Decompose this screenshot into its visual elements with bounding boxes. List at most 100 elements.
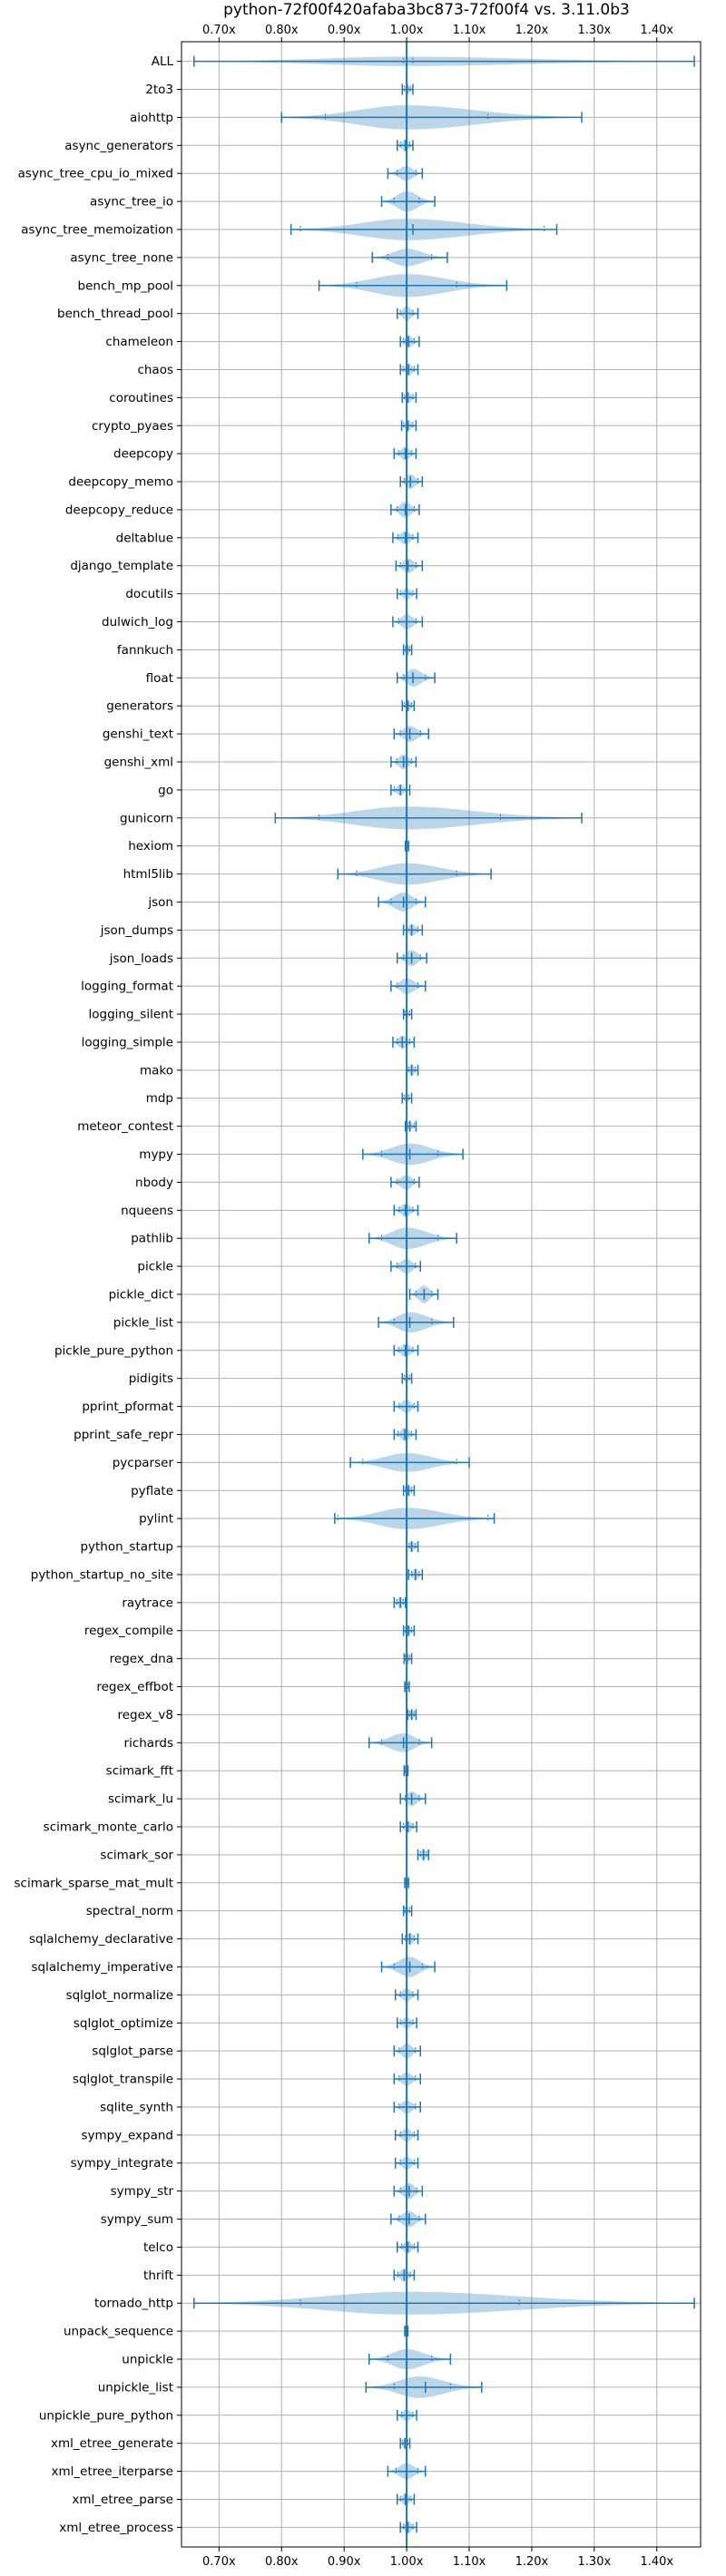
category-label: sqlalchemy_imperative: [32, 1960, 174, 1975]
category-label: pidigits: [129, 1371, 173, 1386]
category-label: hexiom: [128, 839, 173, 854]
category-label: float: [146, 671, 173, 686]
category-label: pickle_list: [113, 1315, 173, 1330]
category-label: raytrace: [122, 1595, 173, 1610]
category-label: spectral_norm: [86, 1904, 173, 1918]
x-tick-label-top: 1.20x: [515, 24, 549, 37]
x-tick-label-top: 1.40x: [640, 24, 673, 37]
category-label: unpack_sequence: [64, 2325, 173, 2339]
category-label: deepcopy_reduce: [65, 503, 173, 517]
category-label: 2to3: [145, 83, 173, 97]
x-tick-label-bottom: 1.10x: [453, 2555, 486, 2569]
category-label: sqlglot_optimize: [74, 2016, 173, 2031]
category-label: crypto_pyaes: [92, 419, 173, 434]
category-label: dulwich_log: [102, 615, 173, 629]
category-label: pickle_pure_python: [54, 1343, 173, 1358]
category-label-layer: ALL 2to3 aiohttp async_generators async_tree…: [15, 54, 174, 2535]
chart-title: python-72f00f420afaba3bc873-72f00f4 vs. …: [223, 1, 630, 19]
category-label: unpickle_pure_python: [39, 2408, 173, 2423]
category-label: gunicorn: [120, 811, 173, 825]
x-tick-label-top: 0.70x: [202, 24, 236, 37]
category-label: html5lib: [123, 867, 173, 882]
x-tick-label-top: 1.00x: [390, 24, 424, 37]
category-label: sqlite_synth: [100, 2100, 173, 2114]
category-label: mypy: [139, 1147, 173, 1162]
x-tick-label-bottom: 0.80x: [265, 2555, 299, 2569]
category-label: genshi_text: [103, 727, 173, 742]
x-tick-label-bottom: 1.30x: [578, 2555, 612, 2569]
category-label: pprint_safe_repr: [74, 1428, 173, 1442]
category-label: deepcopy: [113, 447, 173, 462]
category-label: aiohttp: [130, 111, 173, 125]
category-label: deepcopy_memo: [68, 475, 173, 490]
tick-layer: 0.70x 0.70x 0.80x 0.80x 0.90x 0.90x 1.00x 1.00x…: [177, 24, 673, 2569]
category-label: docutils: [125, 587, 173, 601]
category-label: go: [158, 783, 173, 797]
category-label: nqueens: [121, 1204, 173, 1218]
category-label: scimark_fft: [106, 1764, 173, 1779]
category-label: pickle: [137, 1260, 173, 1274]
category-label: pickle_dict: [109, 1288, 173, 1303]
category-label: deltablue: [116, 531, 173, 545]
category-label: python_startup: [80, 1540, 173, 1555]
category-label: logging_simple: [82, 1035, 173, 1049]
category-label: unpickle_list: [98, 2380, 173, 2395]
category-label: pathlib: [131, 1232, 173, 1246]
category-label: sqlglot_transpile: [73, 2073, 173, 2087]
category-label: tornado_http: [94, 2297, 173, 2311]
category-label: xml_etree_iterparse: [52, 2464, 174, 2479]
category-label: generators: [106, 699, 173, 714]
category-label: pprint_pformat: [82, 1400, 173, 1414]
x-tick-label-bottom: 0.90x: [328, 2555, 361, 2569]
x-tick-label-top: 0.80x: [265, 24, 299, 37]
category-label: async_generators: [64, 139, 173, 153]
category-label: async_tree_cpu_io_mixed: [18, 167, 173, 181]
category-label: python_startup_no_site: [31, 1567, 173, 1582]
category-label: bench_mp_pool: [78, 278, 173, 293]
category-label: coroutines: [109, 391, 173, 405]
category-label: async_tree_io: [90, 195, 173, 210]
category-label: ALL: [152, 54, 174, 69]
category-label: json_dumps: [100, 923, 173, 938]
category-label: richards: [124, 1736, 173, 1751]
category-label: xml_etree_generate: [51, 2436, 173, 2451]
category-label: sqlalchemy_declarative: [29, 1932, 173, 1947]
category-label: xml_etree_parse: [72, 2493, 173, 2507]
category-label: async_tree_none: [70, 250, 173, 265]
category-label: scimark_sor: [100, 1848, 173, 1862]
category-label: bench_thread_pool: [57, 307, 173, 321]
x-tick-label-top: 0.90x: [328, 24, 361, 37]
grid-layer: [182, 42, 701, 2547]
category-label: sympy_expand: [81, 2128, 173, 2142]
category-label: fannkuch: [117, 643, 173, 658]
category-label: scimark_lu: [108, 1792, 173, 1807]
x-tick-label-bottom: 1.20x: [515, 2555, 549, 2569]
category-label: mako: [140, 1063, 173, 1078]
category-label: scimark_sparse_mat_mult: [15, 1876, 173, 1890]
category-label: pylint: [139, 1512, 173, 1527]
category-label: async_tree_memoization: [21, 222, 173, 237]
x-tick-label-bottom: 0.70x: [202, 2555, 236, 2569]
category-label: chaos: [137, 363, 173, 377]
category-label: sympy_integrate: [71, 2156, 173, 2171]
category-label: json: [147, 895, 173, 910]
category-label: genshi_xml: [104, 755, 173, 769]
category-label: logging_silent: [89, 1008, 173, 1022]
category-label: unpickle: [122, 2353, 173, 2367]
category-label: sqlglot_parse: [92, 2044, 173, 2059]
category-label: regex_dna: [110, 1652, 173, 1666]
category-label: logging_format: [81, 980, 173, 994]
category-label: meteor_contest: [77, 1119, 173, 1134]
category-label: regex_effbot: [96, 1680, 173, 1694]
category-label: thrift: [143, 2269, 173, 2283]
x-tick-label-top: 1.10x: [453, 24, 486, 37]
x-tick-label-bottom: 1.40x: [640, 2555, 673, 2569]
violin-layer: [193, 56, 695, 2534]
category-label: sympy_str: [111, 2184, 174, 2199]
category-label: chameleon: [105, 335, 173, 349]
category-label: regex_v8: [117, 1708, 173, 1722]
category-label: sympy_sum: [101, 2212, 173, 2227]
category-label: telco: [143, 2240, 173, 2255]
category-label: django_template: [70, 559, 173, 573]
category-label: scimark_monte_carlo: [44, 1820, 173, 1835]
